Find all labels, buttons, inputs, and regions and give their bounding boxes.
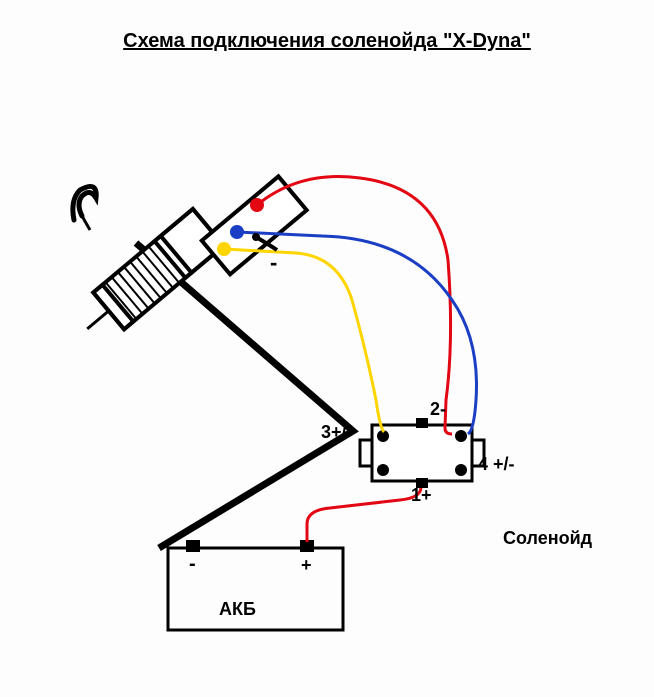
battery-minus-label: - xyxy=(189,553,196,576)
wiring-diagram xyxy=(0,0,654,697)
solenoid-relay xyxy=(360,418,484,488)
terminal-4-label: 4 +/- xyxy=(478,454,515,475)
battery-label: АКБ xyxy=(219,599,256,620)
battery-plus-label: + xyxy=(301,555,312,576)
wire-red-battery xyxy=(307,488,421,542)
terminal-2-label: 2- xyxy=(430,399,446,420)
winch-hook xyxy=(73,186,96,230)
terminal-1-label: 1+ xyxy=(411,485,432,506)
terminal-3-label: 3+/- xyxy=(321,422,353,443)
motor-terminal-block xyxy=(202,176,307,274)
solenoid-label: Соленойд xyxy=(503,528,592,549)
winch-drum xyxy=(72,209,224,347)
motor-minus-label: - xyxy=(270,250,277,276)
